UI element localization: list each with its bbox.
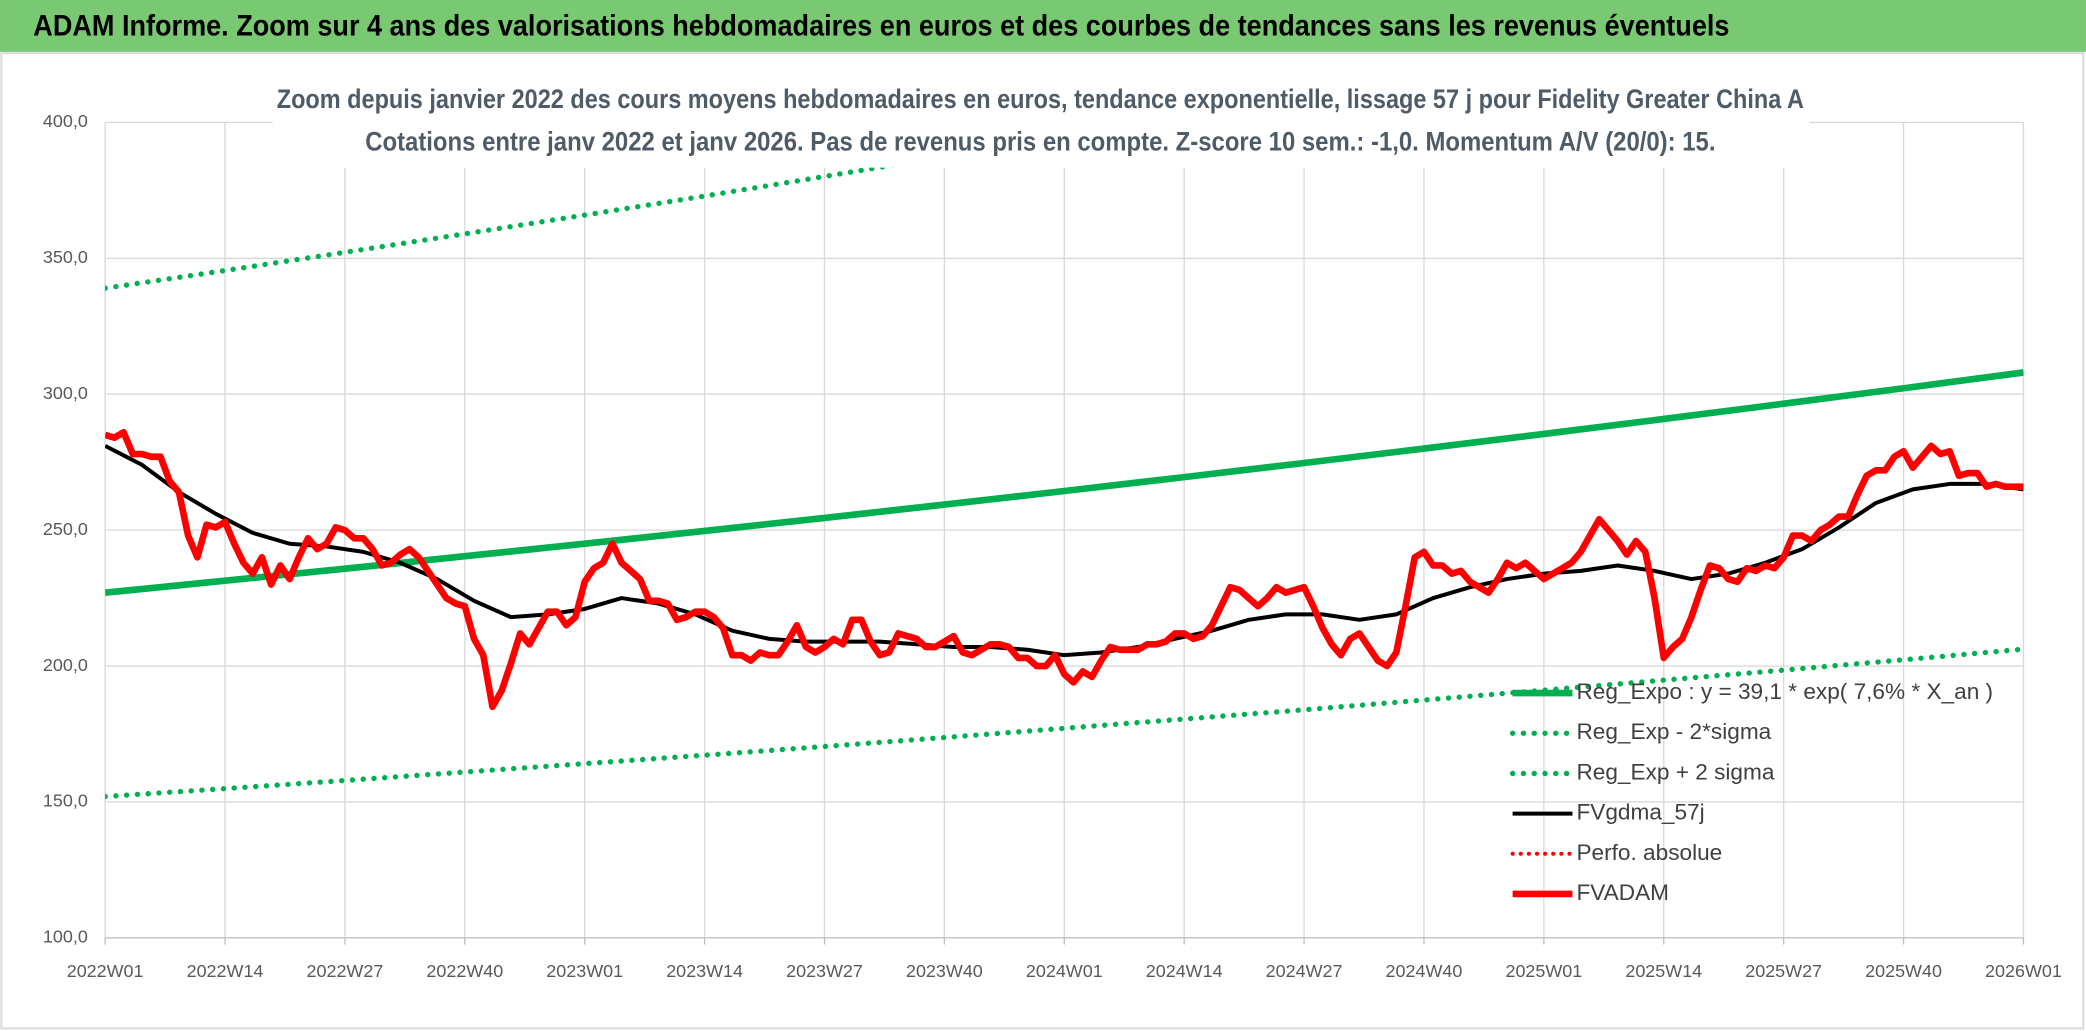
banner-title: ADAM Informe. Zoom sur 4 ans des valoris… — [33, 11, 1729, 43]
x-tick-label: 2022W27 — [307, 961, 384, 981]
x-tick-label: 2022W40 — [426, 961, 503, 981]
series-line — [105, 428, 2024, 711]
chart-border — [0, 52, 2085, 1030]
y-tick-label: 200,0 — [43, 655, 88, 675]
x-tick-label: 2025W14 — [1625, 961, 1702, 981]
y-tick-label: 150,0 — [43, 791, 88, 811]
legend-label: FVADAM — [1576, 880, 1669, 905]
x-tick-label: 2024W14 — [1146, 961, 1223, 981]
grid: 100,0 150,0 200,0 250,0 300,0 350,0 400,0 2022W… — [43, 111, 2062, 981]
chart-subtitle: Cotations entre janv 2022 et janv 2026. … — [365, 127, 1715, 157]
series-line — [105, 646, 2024, 800]
series-line — [105, 369, 2024, 596]
x-tick-label: 2023W01 — [546, 961, 623, 981]
title-box — [272, 77, 1810, 168]
legend-label: Reg_Exp - 2*sigma — [1576, 719, 1771, 744]
x-tick-label: 2026W01 — [1985, 961, 2062, 981]
y-tick-label: 100,0 — [43, 927, 88, 947]
legend: Reg_Expo : y = 39,1 * exp( 7,6% * X_an )… — [1509, 679, 1993, 905]
y-tick-label: 400,0 — [43, 111, 88, 131]
y-tick-label: 350,0 — [43, 247, 88, 267]
y-tick-label: 300,0 — [43, 383, 88, 403]
x-tick-label: 2023W40 — [906, 961, 983, 981]
x-tick-label: 2025W01 — [1505, 961, 1582, 981]
x-tick-label: 2024W40 — [1386, 961, 1463, 981]
x-tick-label: 2022W01 — [67, 961, 144, 981]
legend-label: Reg_Exp + 2 sigma — [1576, 759, 1774, 784]
x-tick-label: 2022W14 — [187, 961, 264, 981]
y-tick-label: 250,0 — [43, 519, 88, 539]
legend-label: Reg_Expo : y = 39,1 * exp( 7,6% * X_an ) — [1576, 679, 1993, 704]
plot — [105, 122, 2024, 800]
legend-label: FVgdma_57j — [1576, 800, 1704, 825]
x-tick-label: 2024W27 — [1266, 961, 1343, 981]
chart-title: Zoom depuis janvier 2022 des cours moyen… — [277, 84, 1804, 114]
x-tick-label: 2025W40 — [1865, 961, 1942, 981]
legend-label: Perfo. absolue — [1576, 840, 1722, 865]
banner — [0, 0, 2086, 52]
x-tick-label: 2023W27 — [786, 961, 863, 981]
x-tick-label: 2025W27 — [1745, 961, 1822, 981]
x-tick-label: 2023W14 — [666, 961, 743, 981]
x-tick-label: 2024W01 — [1026, 961, 1103, 981]
